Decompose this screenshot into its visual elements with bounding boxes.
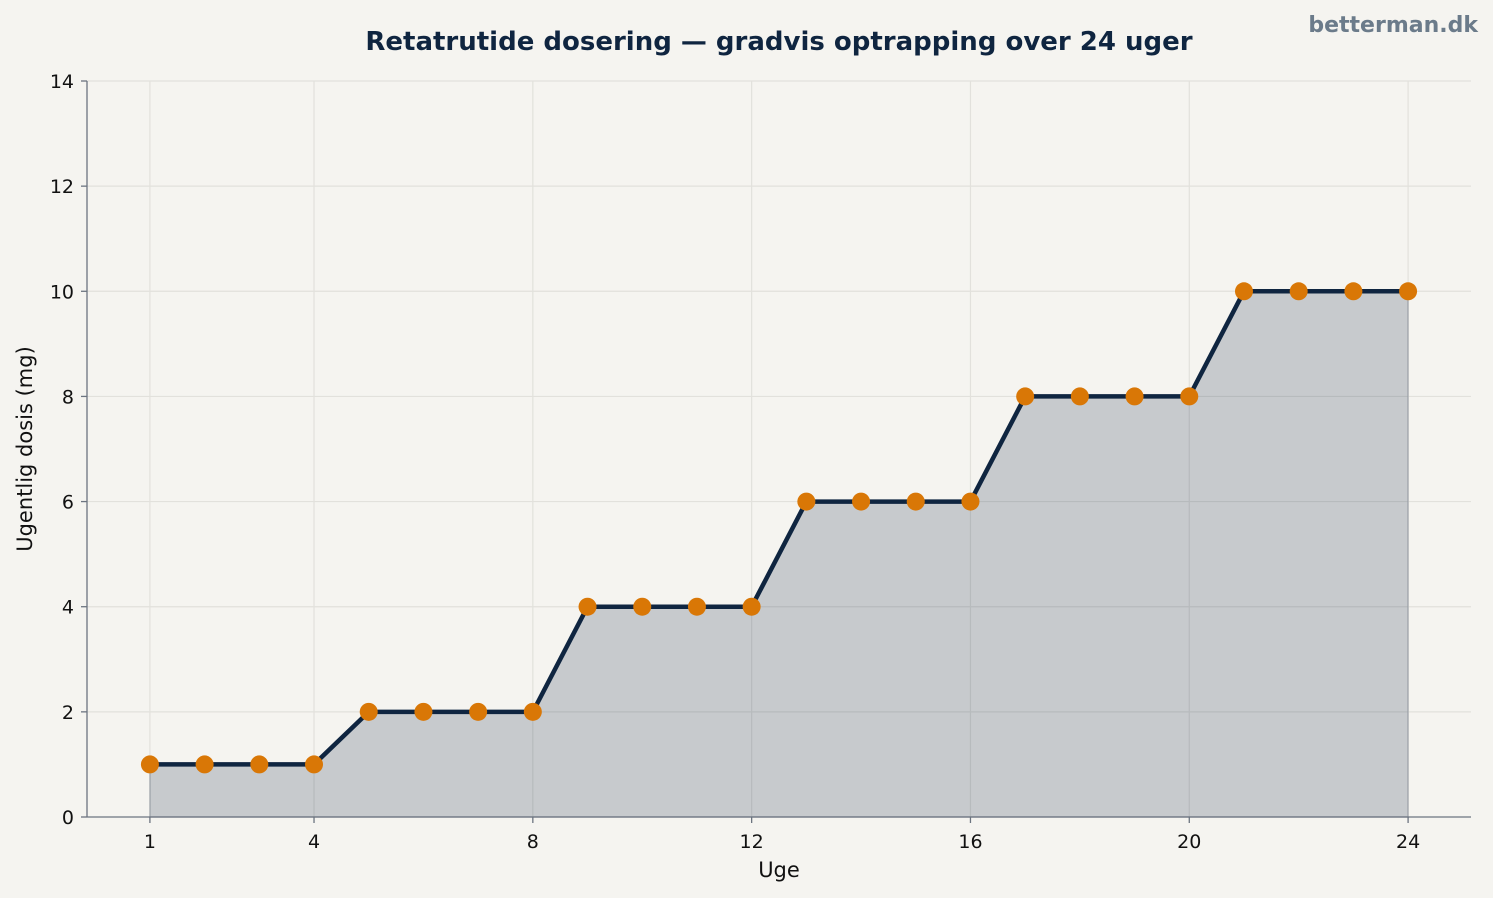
point-layer xyxy=(140,282,1418,774)
dose-point xyxy=(742,597,761,616)
dose-point xyxy=(414,702,433,721)
dose-point xyxy=(1016,387,1035,406)
chart-title: Retatrutide dosering — gradvis optrappin… xyxy=(365,27,1192,57)
dose-point xyxy=(1180,387,1199,406)
dose-point xyxy=(852,492,871,511)
dose-point xyxy=(1289,282,1308,301)
dose-point xyxy=(797,492,816,511)
dose-point xyxy=(523,702,542,721)
dose-point xyxy=(906,492,925,511)
y-tick-label: 8 xyxy=(62,386,74,408)
y-tick-label: 0 xyxy=(62,807,74,829)
dose-point xyxy=(1399,282,1418,301)
dose-point xyxy=(1234,282,1253,301)
dose-point xyxy=(195,755,214,774)
y-axis-label: Ugentlig dosis (mg) xyxy=(13,346,37,552)
y-tick-label: 2 xyxy=(62,702,74,724)
x-tick-label: 8 xyxy=(527,831,539,853)
dose-point xyxy=(250,755,269,774)
axes xyxy=(81,80,1471,823)
x-tick-label: 20 xyxy=(1177,831,1201,853)
x-axis-label: Uge xyxy=(758,858,800,882)
grid-lines xyxy=(87,80,1471,817)
x-tick-label: 4 xyxy=(308,831,320,853)
dose-point xyxy=(469,702,488,721)
dose-point xyxy=(961,492,980,511)
watermark-text: betterman.dk xyxy=(1308,13,1479,38)
y-tick-label: 6 xyxy=(62,492,74,514)
y-tick-label: 10 xyxy=(50,281,74,303)
x-tick-label: 12 xyxy=(740,831,764,853)
dose-point xyxy=(1125,387,1144,406)
x-tick-label: 24 xyxy=(1396,831,1420,853)
dose-point xyxy=(359,702,378,721)
x-tick-label: 1 xyxy=(144,831,156,853)
y-tick-label: 14 xyxy=(50,71,74,93)
dose-point xyxy=(1070,387,1089,406)
line-layer xyxy=(147,289,1411,767)
x-tick-label: 16 xyxy=(958,831,982,853)
dose-point xyxy=(687,597,706,616)
dose-line xyxy=(147,289,1411,767)
dose-point xyxy=(305,755,324,774)
dose-point xyxy=(633,597,652,616)
y-tick-label: 12 xyxy=(50,176,74,198)
dose-point xyxy=(140,755,159,774)
y-tick-label: 4 xyxy=(62,597,74,619)
dose-point xyxy=(578,597,597,616)
dose-point xyxy=(1344,282,1363,301)
